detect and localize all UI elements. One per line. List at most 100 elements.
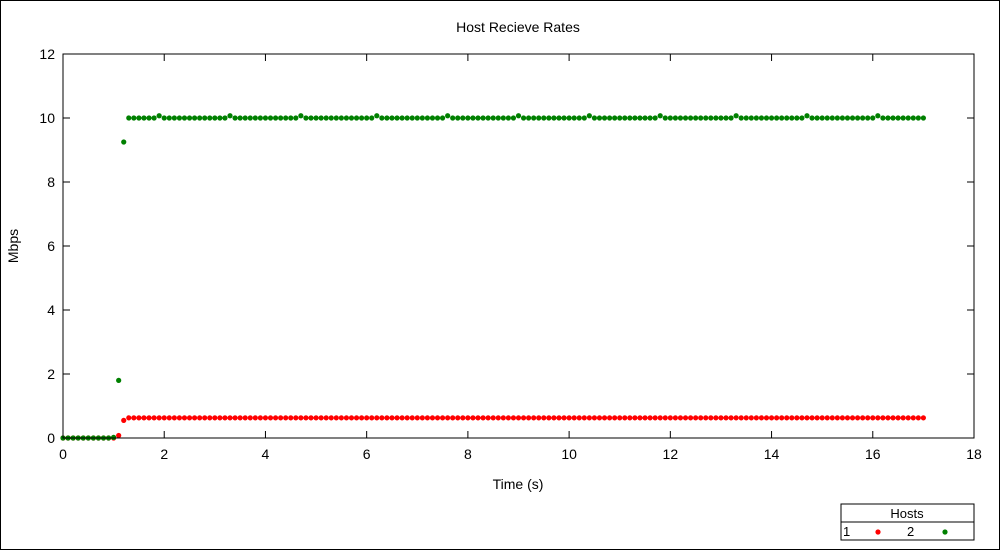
series-2-point [844, 115, 851, 121]
series-2-point [404, 115, 410, 121]
series-2-point [652, 115, 658, 121]
series-2-point [232, 115, 238, 121]
series-1-point [439, 415, 446, 421]
x-tick-label: 8 [464, 446, 472, 462]
series-2-point [434, 115, 441, 121]
series-1-point [708, 415, 714, 421]
series-2-point [283, 115, 289, 121]
series-1-point [753, 415, 759, 421]
series-2-point [384, 115, 390, 121]
series-2-point [288, 115, 294, 121]
series-2-point [900, 115, 906, 121]
series-2-point [379, 115, 385, 121]
series-2-point [495, 115, 501, 121]
series-1-point [652, 415, 658, 421]
series-2-point [607, 115, 613, 121]
series-2-point [819, 115, 825, 121]
series-2-point [278, 115, 284, 121]
series-2-point [510, 115, 517, 121]
series-2-point [419, 115, 425, 121]
series-2-point [429, 115, 436, 121]
series-1-point [505, 415, 511, 421]
series-1-point [323, 415, 329, 421]
series-1-point [515, 415, 522, 421]
series-2-point [642, 115, 648, 121]
series-1-point [288, 415, 294, 421]
series-2-point [829, 115, 835, 121]
series-1-point [627, 415, 633, 421]
series-2-point [748, 115, 754, 121]
series-1-point [657, 415, 663, 421]
series-2-point [313, 115, 319, 121]
series-1-point [480, 415, 486, 421]
series-2-point [667, 115, 673, 121]
series-1-point [849, 415, 856, 421]
series-1-point [556, 415, 562, 421]
series-2-point [718, 115, 724, 121]
series-1-point [217, 415, 223, 421]
series-1-point [465, 415, 471, 421]
series-1-point [247, 415, 253, 421]
series-2-point [181, 115, 188, 121]
series-1-point [343, 415, 350, 421]
series-1-point [531, 415, 537, 421]
series-1-point [399, 415, 405, 421]
series-1-point [870, 415, 876, 421]
series-2-point [394, 115, 400, 121]
series-2-point [682, 115, 689, 121]
series-2-point [272, 115, 279, 121]
series-1-point [485, 415, 491, 421]
series-1-point [191, 415, 198, 421]
series-1-point [703, 415, 709, 421]
series-2-point [176, 115, 183, 121]
series-2-point [708, 115, 714, 121]
series-2-point [627, 115, 633, 121]
axis-ticks [62, 53, 975, 439]
series-2-point [561, 115, 567, 121]
series-1-point [748, 415, 754, 421]
series-1-point [910, 415, 916, 421]
series-2-point [546, 115, 552, 121]
series-1-point [839, 415, 846, 421]
series-1-point [895, 415, 901, 421]
series-2-point [353, 115, 360, 121]
x-tick-label: 18 [966, 446, 982, 462]
series-1-point [181, 415, 188, 421]
series-2-point [632, 115, 638, 121]
series-2-point [910, 115, 916, 121]
series-1-point [687, 415, 694, 421]
series-2-point [713, 115, 719, 121]
series-1-point [693, 415, 699, 421]
series-1-point [607, 415, 613, 421]
legend: Hosts 1 2 [840, 503, 975, 541]
series-2-point [647, 115, 653, 121]
series-2-point [227, 113, 233, 119]
series-1-point [774, 415, 780, 421]
series-2-point [242, 115, 248, 121]
series-1-point [824, 415, 830, 421]
series-2-point [541, 115, 547, 121]
series-2-point [328, 115, 334, 121]
series-1-point [510, 415, 517, 421]
series-1-point [293, 415, 299, 421]
series-2-point [161, 115, 167, 121]
series-1-point [257, 415, 263, 421]
series-2-point [191, 115, 198, 121]
series-2-point [323, 115, 329, 121]
series-2-point [217, 115, 223, 121]
series-2-point [698, 115, 704, 121]
series-2-point [237, 115, 243, 121]
series-1-point [551, 415, 557, 421]
x-tick-label: 10 [561, 446, 577, 462]
series-2-point [880, 115, 886, 121]
series-2-point [885, 115, 891, 121]
series-1-point [318, 415, 324, 421]
series-1-point [561, 415, 567, 421]
series-2-point [809, 115, 815, 121]
series-1-point [672, 415, 678, 421]
series-2-point [622, 115, 628, 121]
series-1-point [763, 415, 770, 421]
series-2-point [520, 115, 527, 121]
series-1-point [834, 415, 840, 421]
